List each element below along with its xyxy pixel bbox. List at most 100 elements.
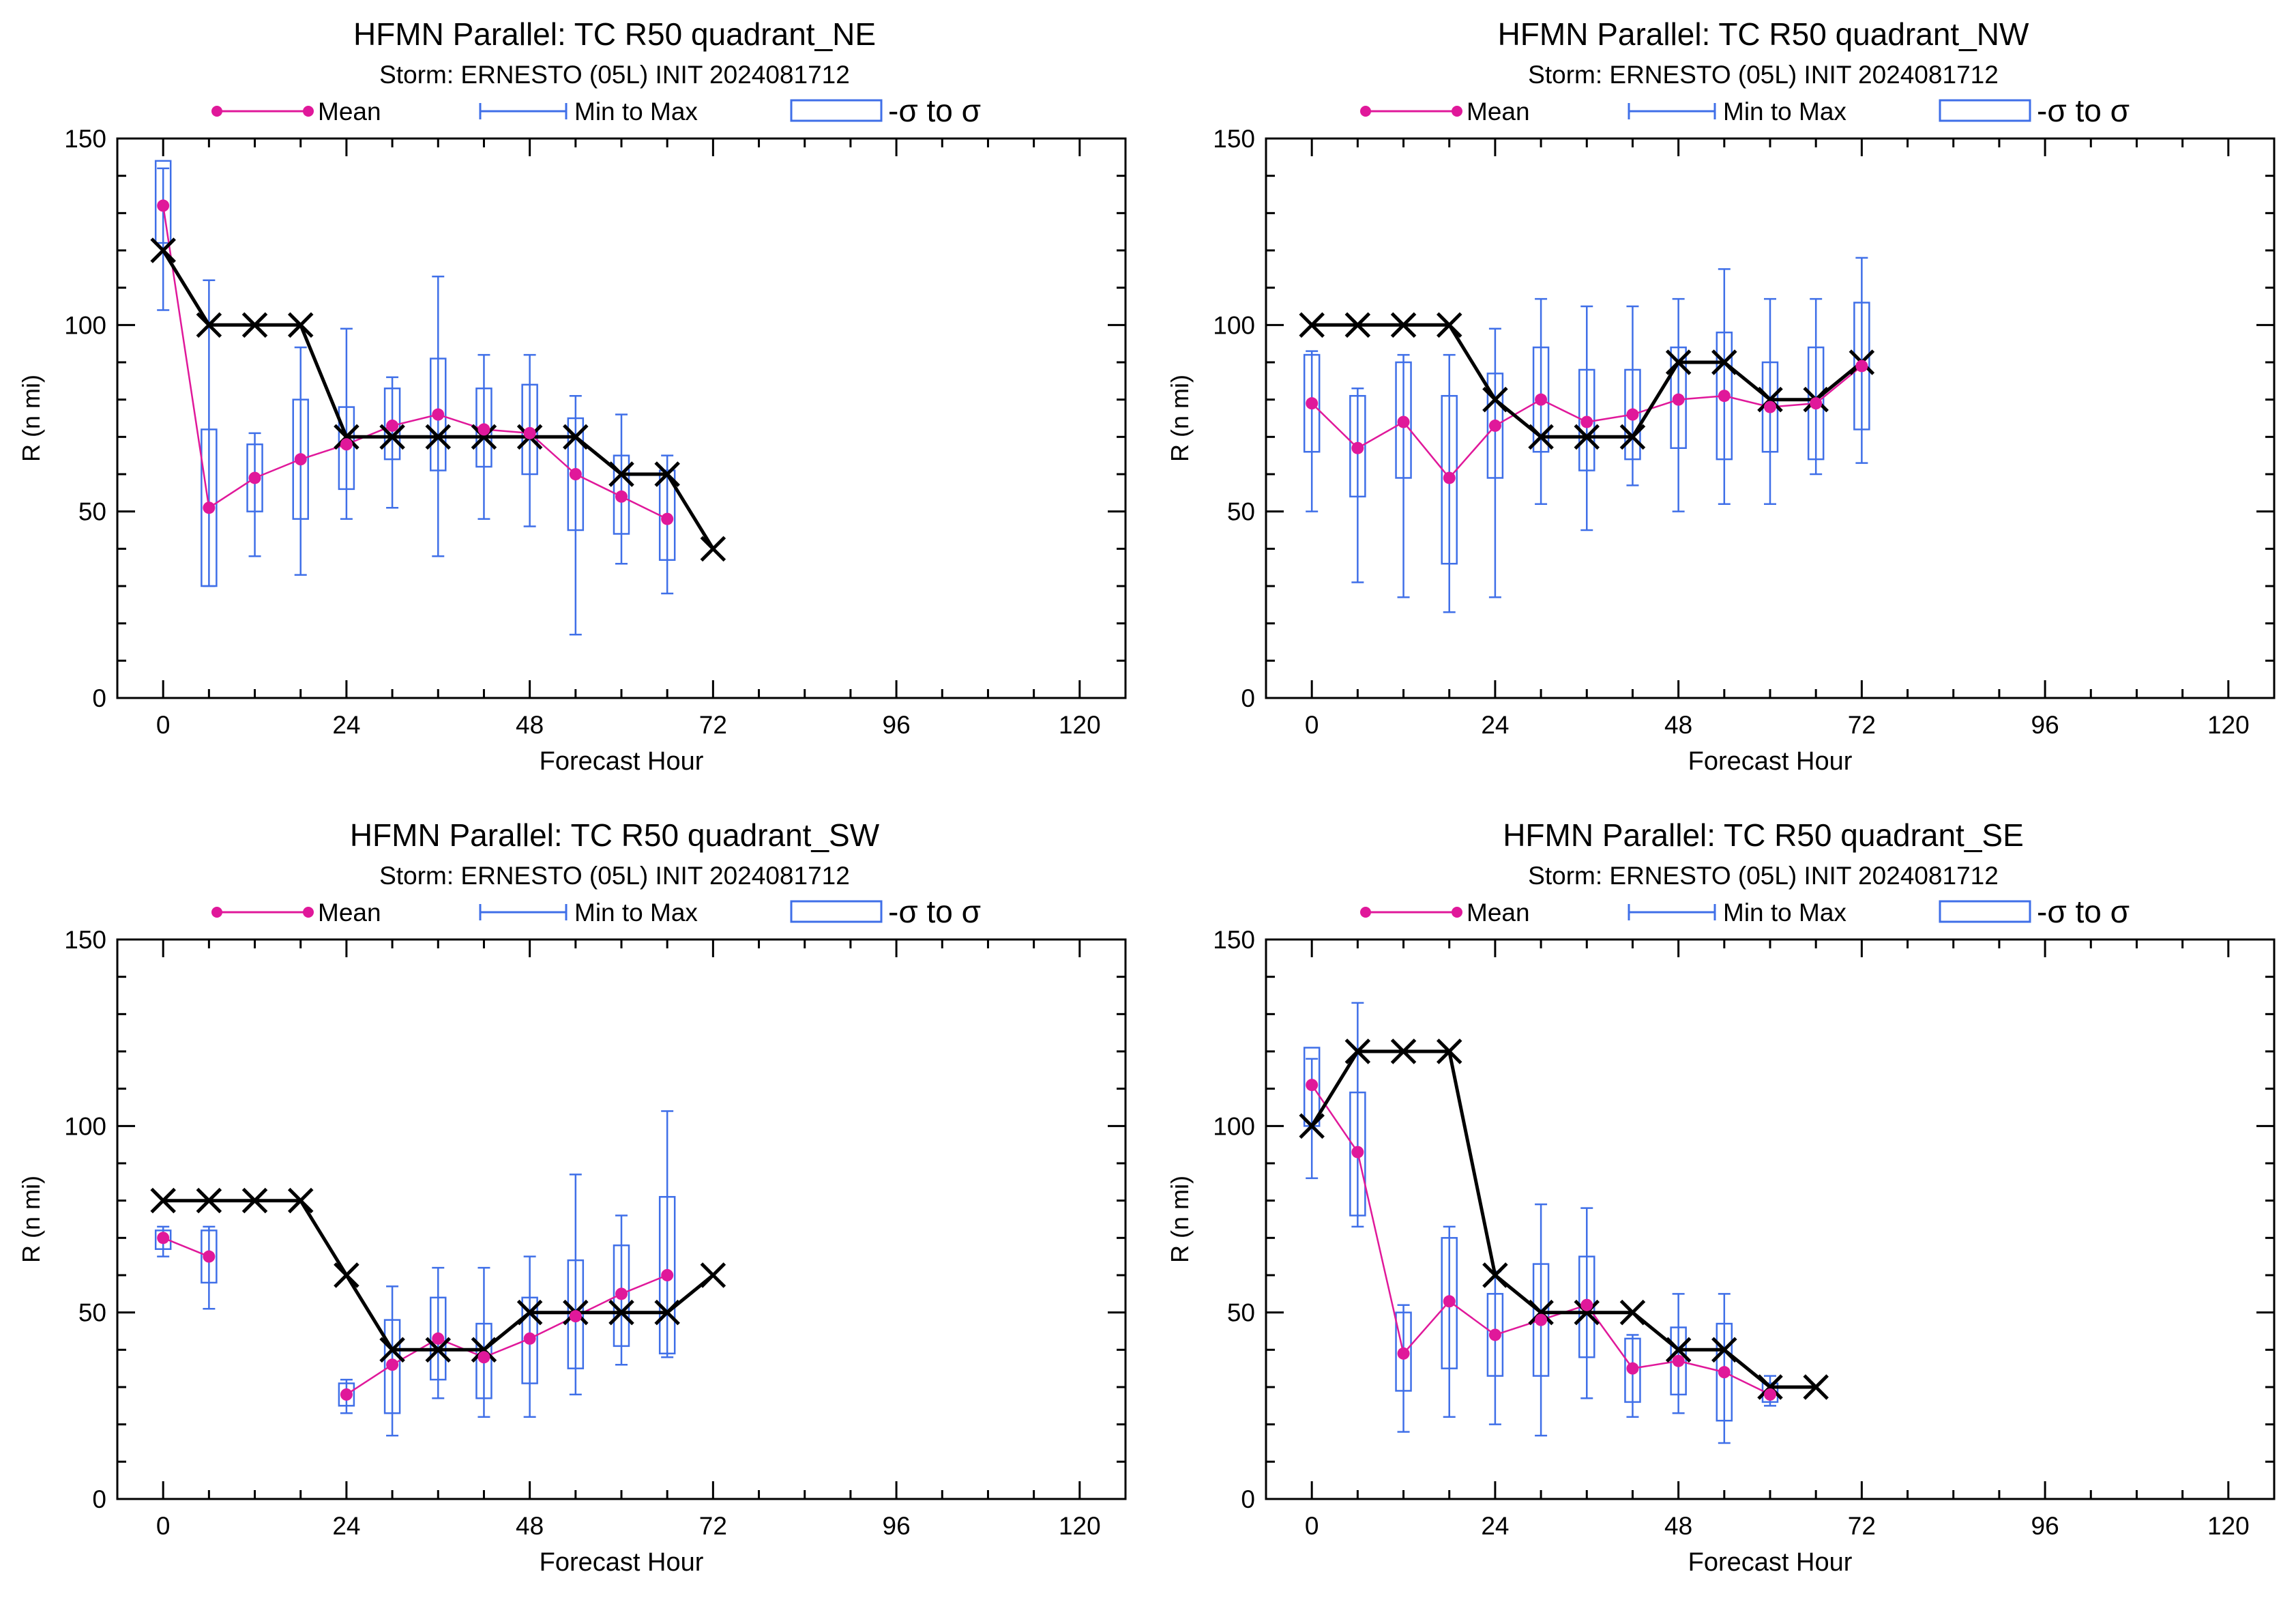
observed-x-stroke <box>196 1187 222 1214</box>
sigma-box <box>613 1244 630 1348</box>
sigma-box <box>658 1195 676 1355</box>
observed-x-marker <box>1482 1262 1508 1288</box>
y-tick-label: 50 <box>1227 1299 1255 1327</box>
observed-x-marker <box>1803 1374 1829 1400</box>
observed-x-marker <box>654 461 680 487</box>
sigma-box <box>246 443 263 512</box>
mean-line-segment <box>1540 398 1587 423</box>
sigma-box <box>154 1229 172 1250</box>
y-tick-label: 0 <box>1241 684 1255 712</box>
mean-line-segment <box>1357 421 1404 449</box>
y-tick-label: 150 <box>64 926 106 954</box>
observed-x-stroke <box>654 461 680 487</box>
observed-x-stroke <box>1344 312 1371 338</box>
observed-x-stroke <box>287 1187 314 1214</box>
legend-mean-dot <box>1360 106 1371 117</box>
observed-x-stroke <box>287 312 314 338</box>
observed-x-stroke <box>1436 312 1462 338</box>
legend-mean-dot <box>1452 907 1462 918</box>
observed-x-marker <box>287 312 314 338</box>
x-tick-label: 96 <box>883 1512 911 1540</box>
y-tick-label: 150 <box>1213 926 1255 954</box>
observed-x-marker <box>700 1262 726 1288</box>
sigma-box <box>1670 346 1687 449</box>
mean-line-segment <box>529 432 576 475</box>
mean-point <box>661 1269 674 1281</box>
observed-x-marker <box>1711 1337 1737 1363</box>
sigma-box <box>613 454 630 535</box>
observed-x-marker <box>608 1299 634 1326</box>
observed-x-marker <box>1390 1038 1417 1064</box>
observed-x-marker <box>1344 1038 1371 1064</box>
mean-point <box>1443 471 1456 484</box>
observed-x-marker <box>150 237 176 263</box>
mean-point <box>1626 408 1639 421</box>
mean-point <box>1351 441 1364 454</box>
mean-point <box>203 1250 216 1263</box>
x-axis-label: Forecast Hour <box>540 1548 704 1577</box>
legend-sigma-box <box>1939 99 2031 122</box>
x-tick-label: 0 <box>1305 1512 1319 1540</box>
observed-x-marker <box>1574 1299 1600 1326</box>
chart-panel-nw: HFMN Parallel: TC R50 quadrant_NW Storm:… <box>1166 16 2276 776</box>
observed-x-stroke <box>1711 1337 1737 1363</box>
chart-panel-ne: HFMN Parallel: TC R50 quadrant_NE Storm:… <box>17 16 1127 776</box>
observed-x-stroke <box>1482 1262 1508 1288</box>
mean-point <box>1306 1079 1319 1092</box>
mean-line-segment <box>1495 398 1542 427</box>
chart-subtitle: Storm: ERNESTO (05L) INIT 2024081712 <box>1528 862 1999 890</box>
mean-line-segment <box>1632 398 1679 416</box>
sigma-box <box>1395 361 1412 479</box>
observed-x-stroke <box>1390 1038 1417 1064</box>
observed-x-marker <box>1482 386 1508 413</box>
observed-x-stroke <box>379 424 405 450</box>
chart-subtitle: Storm: ERNESTO (05L) INIT 2024081712 <box>379 862 850 890</box>
observed-x-stroke <box>334 1262 359 1288</box>
legend-mean-label: Mean <box>318 98 381 126</box>
mean-point <box>1580 416 1593 428</box>
observed-x-marker <box>1436 1038 1462 1064</box>
mean-line-segment <box>621 495 668 520</box>
mean-point <box>1351 1146 1364 1159</box>
sigma-box <box>154 160 172 244</box>
sigma-box <box>1441 394 1458 565</box>
mean-line-segment <box>1311 1084 1359 1153</box>
legend-sigma-label: -σ to σ <box>2037 894 2130 929</box>
observed-x-marker <box>471 1337 497 1363</box>
mean-point <box>569 468 582 480</box>
observed-x-stroke <box>241 312 268 338</box>
mean-point <box>386 419 399 432</box>
mean-line-segment <box>621 1274 668 1295</box>
x-axis-label: Forecast Hour <box>1688 747 1853 776</box>
observed-x-marker <box>654 1299 680 1326</box>
observed-x-marker <box>241 312 268 338</box>
legend-mean-label: Mean <box>318 899 381 927</box>
mean-point <box>248 471 261 484</box>
observed-x-marker <box>334 424 359 450</box>
observed-x-marker <box>1711 349 1737 375</box>
legend-sigma-box <box>790 900 883 923</box>
observed-x-marker <box>1299 1113 1325 1139</box>
observed-x-marker <box>287 1187 314 1214</box>
mean-point <box>477 423 490 436</box>
observed-x-stroke <box>1803 1374 1829 1400</box>
observed-x-marker <box>241 1187 268 1214</box>
mean-point <box>157 199 170 212</box>
observed-x-marker <box>379 424 405 450</box>
x-tick-label: 96 <box>2031 1512 2059 1540</box>
x-tick-label: 72 <box>1848 1512 1876 1540</box>
observed-x-marker <box>563 424 589 450</box>
observed-x-stroke <box>425 1337 452 1363</box>
x-tick-label: 48 <box>1664 711 1692 739</box>
observed-x-marker <box>700 536 726 562</box>
legend-minmax-label: Min to Max <box>1723 98 1846 126</box>
sigma-box <box>338 406 355 491</box>
mean-line-segment <box>1724 1371 1771 1396</box>
chart-title: HFMN Parallel: TC R50 quadrant_SE <box>1503 817 2024 853</box>
mean-point <box>1443 1295 1456 1308</box>
mean-point <box>340 1388 353 1401</box>
x-tick-label: 0 <box>1305 711 1319 739</box>
chart-title: HFMN Parallel: TC R50 quadrant_SW <box>350 817 880 853</box>
observed-x-marker <box>1619 1299 1646 1326</box>
observed-x-stroke <box>1528 424 1554 450</box>
